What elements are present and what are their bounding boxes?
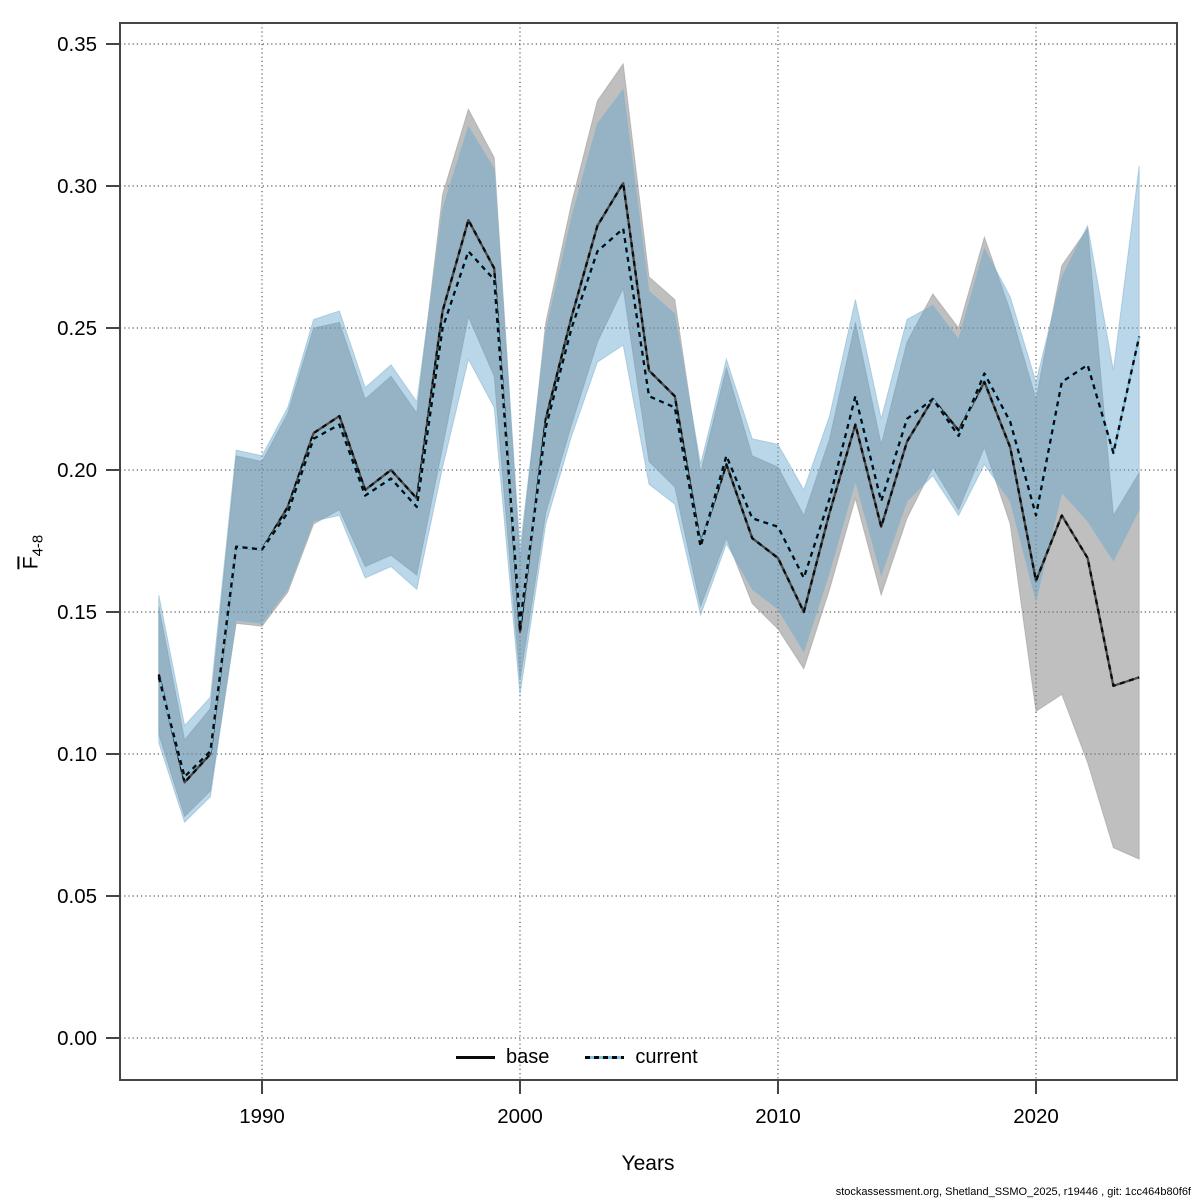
x-axis-title: Years — [621, 1152, 675, 1175]
y-tick-label: 0.15 — [57, 601, 97, 624]
footer-attribution: stockassessment.org, Shetland_SSMO_2025,… — [835, 1186, 1191, 1198]
x-tick-label: 2000 — [497, 1105, 543, 1128]
y-axis-title-symbol: F — [19, 556, 43, 570]
y-axis-title-subscript: 4-8 — [29, 534, 47, 557]
current-ci-band — [158, 88, 1140, 824]
x-tick-label: 1990 — [239, 1105, 285, 1128]
y-tick-label: 0.20 — [57, 459, 97, 482]
plot-frame — [119, 22, 1178, 1081]
y-tick-label: 0.10 — [57, 743, 97, 766]
legend-label-base: base — [506, 1045, 550, 1068]
legend: base current — [456, 1044, 698, 1070]
base-line — [157, 182, 1140, 784]
y-axis-title: F4-8 — [19, 535, 46, 570]
y-tick-label: 0.25 — [57, 317, 97, 340]
legend-item-current: current — [585, 1045, 698, 1069]
y-tick-label: 0.35 — [57, 33, 97, 56]
y-tick-label: 0.00 — [57, 1027, 97, 1050]
x-tick-label: 2010 — [755, 1105, 801, 1128]
legend-line-sample-base — [456, 1055, 495, 1059]
y-tick-label: 0.05 — [57, 885, 97, 908]
legend-label-current: current — [635, 1045, 698, 1068]
y-tick-label: 0.30 — [57, 175, 97, 198]
current-line — [157, 227, 1141, 778]
base-ci-band — [158, 62, 1140, 860]
legend-line-sample-current — [585, 1055, 625, 1059]
legend-item-base: base — [456, 1046, 549, 1069]
x-tick-label: 2020 — [1013, 1105, 1059, 1128]
